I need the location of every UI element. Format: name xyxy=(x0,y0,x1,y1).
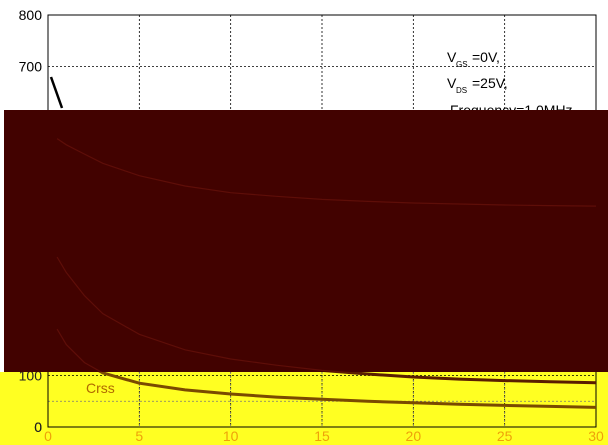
cond-sub-ds: DS xyxy=(456,86,467,95)
x-tick-labels: 0 5 10 15 20 25 30 xyxy=(44,428,604,444)
yellow-overlay-band xyxy=(0,372,608,445)
cond-sub-gs: GS xyxy=(456,60,468,69)
x-tick-label: 0 xyxy=(44,428,52,444)
series-line-dim-ciss xyxy=(56,138,597,207)
yellow-band-content: 0 xyxy=(34,372,597,435)
x-tick-label: 10 xyxy=(223,428,239,444)
x-tick-label: 25 xyxy=(497,428,513,444)
series-line-coss xyxy=(323,372,597,385)
x-tick-label: 5 xyxy=(135,428,143,444)
y-tick-label-zero: 0 xyxy=(34,419,42,435)
pointer-line xyxy=(49,76,64,109)
cond-v1: V xyxy=(447,49,457,65)
y-tick-label: 800 xyxy=(19,7,43,23)
x-tick-label: 30 xyxy=(588,428,604,444)
x-tick-label: 15 xyxy=(314,428,330,444)
cond-v2: V xyxy=(447,75,457,91)
dark-overlay-occluder xyxy=(4,110,608,372)
y-tick-label: 0 xyxy=(34,419,42,435)
crss-label: Crss xyxy=(86,380,115,396)
cond-line2: =25V, xyxy=(472,75,508,91)
y-tick-label: 700 xyxy=(19,59,43,75)
x-tick-label: 20 xyxy=(406,428,422,444)
series-line-crss xyxy=(98,372,597,409)
cond-line1: =0V, xyxy=(472,49,500,65)
